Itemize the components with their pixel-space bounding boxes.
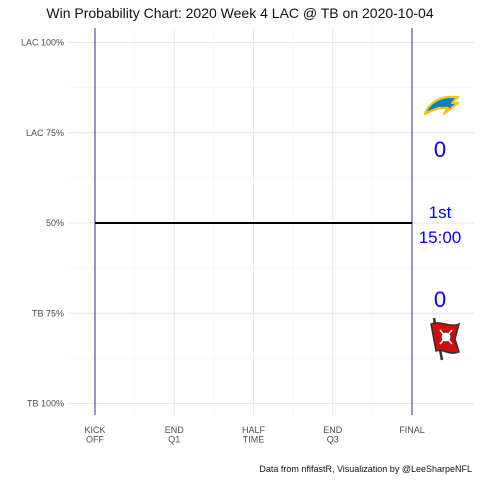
y-axis: LAC 100% LAC 75% 50% TB 75% TB 100% xyxy=(21,38,64,409)
x-axis: KICK OFF END Q1 HALF TIME END Q3 FINAL xyxy=(84,425,424,445)
y-tick-label: TB 100% xyxy=(27,399,64,409)
chargers-bolt-icon xyxy=(423,95,460,116)
grid xyxy=(68,28,474,415)
chart-title: Win Probability Chart: 2020 Week 4 LAC @… xyxy=(46,5,433,21)
game-quarter: 1st xyxy=(429,203,452,222)
chart-caption: Data from nflfastR, Visualization by @Le… xyxy=(259,464,472,474)
away-score: 0 xyxy=(434,137,446,162)
x-tick-label: END Q3 xyxy=(323,425,343,445)
x-tick-label: FINAL xyxy=(399,425,425,435)
home-score: 0 xyxy=(434,287,446,312)
y-tick-label: LAC 100% xyxy=(21,38,64,48)
x-tick-label: KICK OFF xyxy=(84,425,105,445)
y-tick-label: TB 75% xyxy=(32,308,64,318)
y-tick-label: 50% xyxy=(46,218,64,228)
x-tick-label: HALF TIME xyxy=(242,425,266,445)
y-tick-label: LAC 75% xyxy=(26,128,64,138)
buccaneers-flag-icon xyxy=(430,317,461,361)
x-tick-label: END Q1 xyxy=(165,425,185,445)
game-clock: 15:00 xyxy=(419,228,462,247)
game-boundary-lines xyxy=(94,28,413,415)
